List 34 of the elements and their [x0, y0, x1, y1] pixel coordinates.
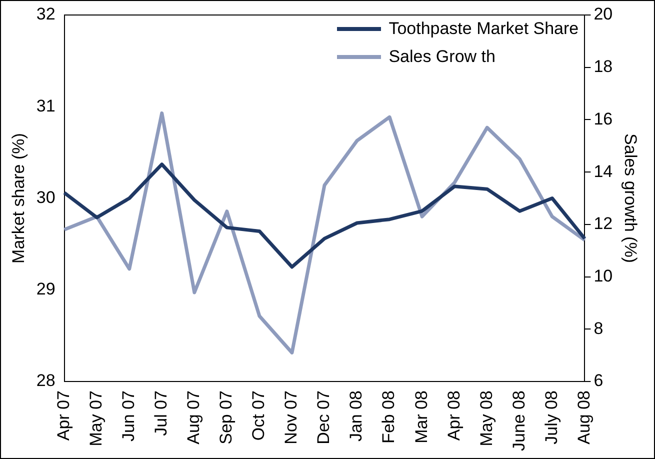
x-tick-label: Mar 08 — [412, 390, 431, 444]
x-tick-label: Jul 07 — [152, 390, 171, 436]
y2-tick-label: 10 — [594, 266, 613, 286]
x-tick-label: Dec 07 — [314, 390, 334, 444]
x-tick-label: Nov 07 — [282, 390, 301, 444]
x-tick-label: Sep 07 — [216, 390, 236, 444]
x-tick-label: June 08 — [509, 390, 528, 452]
y2-tick-label: 6 — [594, 371, 604, 390]
y2-tick-label: 14 — [594, 162, 613, 181]
x-tick-label: Aug 08 — [574, 390, 594, 444]
legend-label: Sales Grow th — [388, 47, 496, 67]
x-tick-label: Oct 07 — [249, 390, 268, 441]
x-tick-label: Feb 08 — [379, 390, 398, 444]
x-tick-label: May 08 — [476, 390, 496, 446]
x-tick-label: July 08 — [542, 390, 561, 444]
x-tick-label: Jan 08 — [346, 390, 366, 442]
y-axis-title: Market share (%) — [8, 133, 28, 264]
y2-axis-title: Sales growth (%) — [621, 134, 640, 263]
y2-tick-label: 8 — [594, 318, 604, 338]
y-tick-label: 30 — [36, 188, 56, 207]
y2-tick-label: 16 — [594, 109, 613, 128]
y-tick-label: 32 — [36, 4, 56, 24]
x-tick-label: Apr 08 — [444, 390, 464, 441]
y2-tick-label: 12 — [594, 214, 613, 234]
x-tick-label: Jun 07 — [119, 390, 138, 442]
y-tick-label: 29 — [36, 280, 56, 299]
y2-tick-label: 20 — [594, 4, 613, 24]
y-tick-label: 31 — [36, 96, 56, 116]
x-tick-label: Aug 07 — [184, 390, 204, 444]
y2-tick-label: 18 — [594, 57, 613, 76]
y-tick-label: 28 — [36, 371, 56, 390]
x-tick-label: Apr 07 — [54, 390, 73, 441]
legend-label: Toothpaste Market Share — [388, 19, 579, 39]
x-tick-label: May 07 — [86, 390, 106, 446]
